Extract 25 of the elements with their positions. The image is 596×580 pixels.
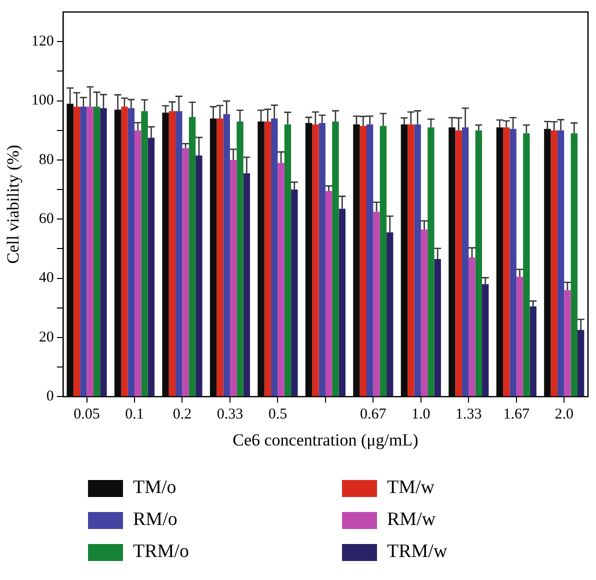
x-tick-label: 0.1: [125, 406, 144, 423]
x-tick-label: 0.2: [172, 406, 192, 423]
x-axis-title: Ce6 concentration (μg/mL): [232, 430, 418, 450]
x-tick-label: 1.33: [456, 406, 482, 423]
x-tick-label: 0.05: [74, 406, 100, 423]
x-tick-label: 1.0: [412, 406, 430, 423]
x-tick-label: 1.67: [503, 406, 530, 423]
legend-label: TM/o: [133, 477, 176, 499]
y-tick-label: 100: [31, 92, 54, 109]
x-tick-label: 2.0: [554, 406, 574, 423]
x-tick-label: 0.67: [360, 406, 387, 423]
x-tick-label: 0.5: [268, 406, 288, 423]
y-tick-label: 80: [38, 152, 54, 168]
legend-label: TRM/w: [387, 541, 448, 563]
x-tick-label: 0.33: [216, 406, 244, 423]
legend-label: TM/w: [387, 477, 434, 499]
legend-label: RM/o: [133, 509, 178, 531]
y-axis-title: Cell viability (%): [4, 144, 23, 264]
y-tick-label: 60: [38, 211, 54, 228]
y-tick-label: 20: [38, 329, 54, 346]
legend-label: TRM/o: [133, 541, 189, 563]
legend-label: RM/w: [387, 509, 436, 531]
y-tick-label: 120: [31, 34, 54, 50]
y-tick-label: 40: [38, 270, 54, 286]
y-tick-label: 0: [46, 388, 54, 405]
